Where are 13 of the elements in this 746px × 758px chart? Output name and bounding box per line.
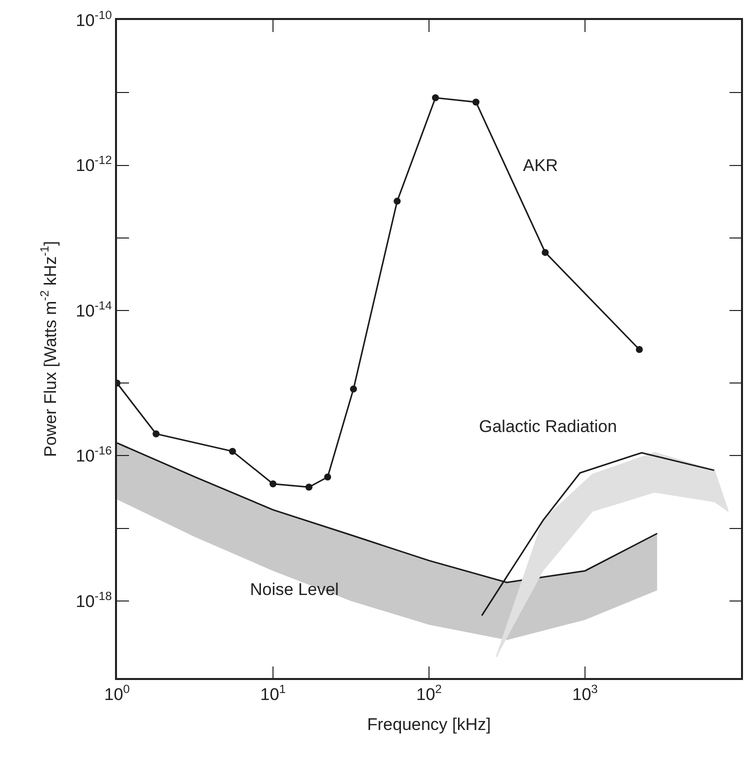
- x-axis-title: Frequency [kHz]: [367, 715, 491, 734]
- y-tick-label: 10$^{-14}$: [76, 298, 112, 320]
- y-tick-label: 10$^{-16}$: [76, 444, 112, 466]
- y-tick-label: 10$^{-18}$: [76, 588, 112, 611]
- annotation: Galactic Radiation: [479, 417, 617, 436]
- annotation: Noise Level: [250, 580, 339, 599]
- annotation: AKR: [523, 156, 558, 175]
- y-tick-label: 10$^{-12}$: [76, 153, 112, 176]
- x-tick-label: 10$^{1}$: [260, 682, 286, 704]
- x-tick-label: 10$^{3}$: [572, 682, 598, 704]
- x-tick-label: 10$^{0}$: [104, 682, 130, 704]
- y-tick-label: 10$^{-10}$: [76, 8, 112, 30]
- x-tick-label: 10$^{2}$: [416, 682, 442, 704]
